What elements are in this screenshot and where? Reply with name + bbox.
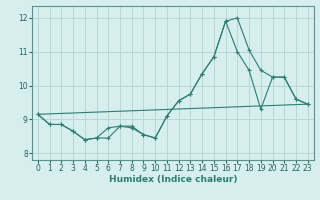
X-axis label: Humidex (Indice chaleur): Humidex (Indice chaleur) — [108, 175, 237, 184]
